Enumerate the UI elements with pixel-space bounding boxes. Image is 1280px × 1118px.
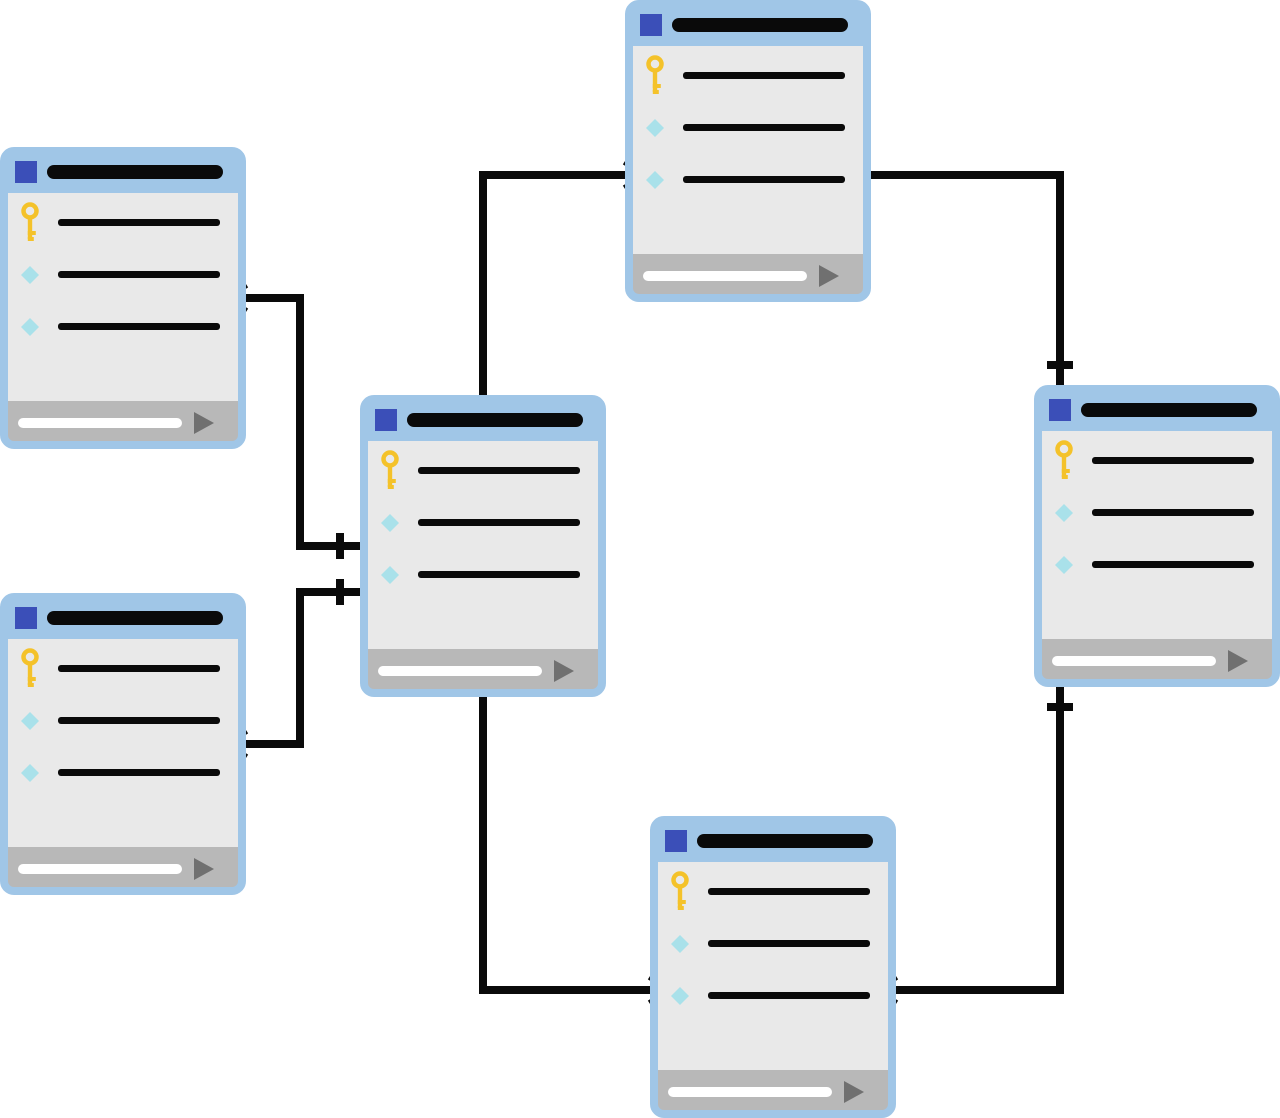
field-line <box>58 717 220 724</box>
edge-C-D <box>470 161 647 415</box>
table-icon <box>1049 399 1071 421</box>
table-title-bar <box>47 611 223 625</box>
table-title-bar <box>407 413 583 427</box>
table-node-A <box>4 151 242 445</box>
table-icon <box>640 14 662 36</box>
key-field-line <box>58 665 220 672</box>
er-diagram <box>0 0 1280 1118</box>
table-title-bar <box>697 834 873 848</box>
field-line <box>683 176 845 183</box>
table-node-F <box>654 820 892 1114</box>
table-title-bar <box>672 18 848 32</box>
key-field-line <box>1092 457 1254 464</box>
field-line <box>58 271 220 278</box>
footer-bar <box>18 864 182 874</box>
table-node-E <box>1038 389 1276 683</box>
footer-bar <box>668 1087 832 1097</box>
field-line <box>708 992 870 999</box>
field-line <box>58 323 220 330</box>
field-line <box>1092 509 1254 516</box>
key-field-line <box>418 467 580 474</box>
table-title-bar <box>47 165 223 179</box>
field-line <box>418 571 580 578</box>
edge-F-E <box>874 687 1073 1004</box>
field-line <box>418 519 580 526</box>
key-field-line <box>708 888 870 895</box>
nodes-layer <box>4 4 1276 1114</box>
field-line <box>708 940 870 947</box>
footer-bar <box>1052 656 1216 666</box>
table-title-bar <box>1081 403 1257 417</box>
footer-bar <box>378 666 542 676</box>
footer-bar <box>18 418 182 428</box>
edge-D-E <box>871 175 1073 385</box>
field-line <box>58 769 220 776</box>
footer-bar <box>643 271 807 281</box>
key-field-line <box>58 219 220 226</box>
table-icon <box>665 830 687 852</box>
table-icon <box>15 161 37 183</box>
key-field-line <box>683 72 845 79</box>
table-node-D <box>629 4 867 298</box>
field-line <box>1092 561 1254 568</box>
table-node-C <box>364 399 602 693</box>
table-icon <box>375 409 397 431</box>
table-node-B <box>4 597 242 891</box>
edge-C-F <box>470 677 672 1004</box>
field-line <box>683 124 845 131</box>
table-icon <box>15 607 37 629</box>
